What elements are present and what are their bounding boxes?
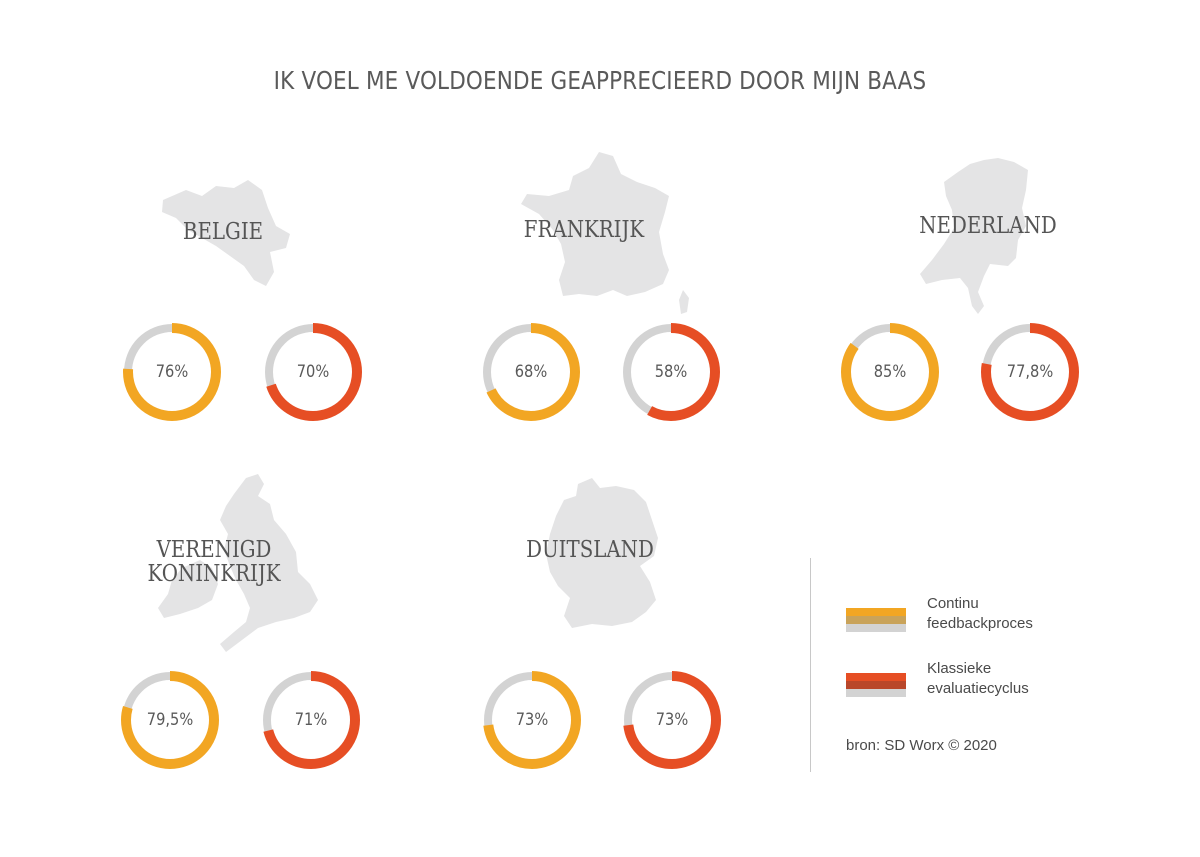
percentage-label: 76%: [155, 362, 189, 382]
chart-title: IK VOEL ME VOLDOENDE GEAPPRECIEERD DOOR …: [273, 66, 927, 95]
donut-klassiek-vk: 71%: [259, 668, 363, 772]
legend-label-continu: Continu feedbackproces: [927, 594, 1087, 634]
donut-arc: [123, 323, 221, 421]
donut-arc: [121, 671, 219, 769]
percentage-label: 73%: [655, 710, 689, 730]
country-label-line2: KONINKRIJK: [147, 561, 281, 587]
united-kingdom-map: [158, 474, 318, 652]
germany-map: [546, 478, 658, 628]
percentage-label: 70%: [296, 362, 330, 382]
donut-arc: [841, 323, 939, 421]
donut-arc: [483, 671, 581, 769]
percentage-label: 58%: [654, 362, 688, 382]
donut-arc: [622, 323, 720, 421]
donut-continu-nederland: 85%: [838, 320, 942, 424]
country-block-frankrijk: FRANKRIJK 68% 58%: [477, 150, 817, 480]
country-block-vk: VERENIGD KONINKRIJK 79,5% 71%: [118, 470, 458, 800]
source-note: bron: SD Worx © 2020: [846, 737, 997, 754]
country-label-vk: VERENIGD KONINKRIJK: [128, 538, 300, 586]
country-block-nederland: NEDERLAND 85% 77,8%: [836, 150, 1176, 480]
donut-arc: [264, 323, 362, 421]
percentage-label: 85%: [873, 362, 907, 382]
country-label-frankrijk: FRANKRIJK: [498, 218, 670, 242]
legend-swatch-klassiek: [846, 673, 906, 697]
donut-arc: [981, 323, 1079, 421]
percentage-label: 71%: [294, 710, 328, 730]
percentage-label: 73%: [515, 710, 549, 730]
country-block-duitsland: DUITSLAND 73% 73%: [480, 470, 820, 800]
legend-label-line1: Klassieke: [927, 660, 992, 677]
country-label-line1: BELGIE: [182, 219, 264, 245]
legend-label-klassiek: Klassieke evaluatiecyclus: [927, 659, 1087, 699]
country-block-belgie: BELGIE 76% 70%: [120, 170, 460, 500]
country-label-line1: DUITSLAND: [526, 537, 654, 563]
country-label-belgie: BELGIE: [137, 220, 309, 244]
legend-swatch-continu: [846, 608, 906, 632]
percentage-label: 79,5%: [146, 710, 194, 730]
legend-divider: [810, 558, 811, 772]
country-label-nederland: NEDERLAND: [902, 214, 1074, 238]
donut-continu-frankrijk: 68%: [479, 320, 583, 424]
percentage-label: 68%: [514, 362, 548, 382]
percentage-label: 77,8%: [1006, 362, 1054, 382]
country-label-line1: VERENIGD: [156, 537, 272, 563]
donut-arc: [623, 671, 721, 769]
donut-arc: [262, 671, 360, 769]
donut-klassiek-belgie: 70%: [261, 320, 365, 424]
legend-label-line1: Continu: [927, 595, 979, 612]
donut-arc: [482, 323, 580, 421]
country-label-duitsland: DUITSLAND: [504, 538, 676, 562]
donut-klassiek-nederland: 77,8%: [978, 320, 1082, 424]
legend-label-line2: evaluatiecyclus: [927, 680, 1029, 697]
country-label-line1: NEDERLAND: [919, 213, 1057, 239]
legend-label-line2: feedbackproces: [927, 615, 1033, 632]
country-label-line1: FRANKRIJK: [523, 217, 645, 243]
donut-continu-duitsland: 73%: [480, 668, 584, 772]
donut-continu-belgie: 76%: [120, 320, 224, 424]
donut-klassiek-duitsland: 73%: [620, 668, 724, 772]
donut-klassiek-frankrijk: 58%: [619, 320, 723, 424]
france-map: [521, 152, 689, 314]
belgium-map: [162, 180, 290, 286]
donut-continu-vk: 79,5%: [118, 668, 222, 772]
netherlands-map: [920, 158, 1028, 314]
